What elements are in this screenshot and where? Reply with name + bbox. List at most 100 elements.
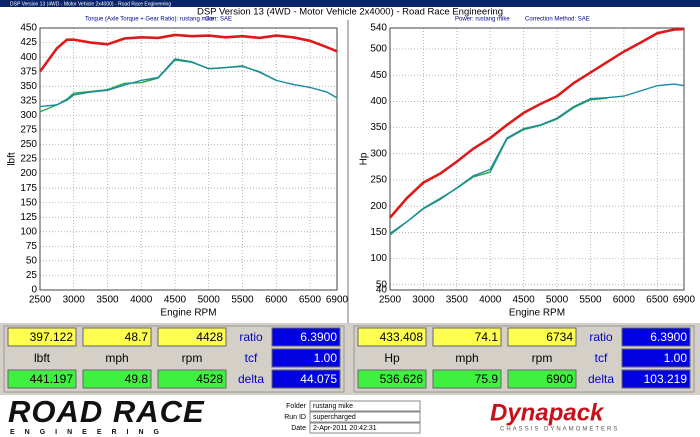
readout-box	[82, 327, 152, 347]
x-tick-label: 3500	[446, 295, 469, 306]
x-tick-label: 4000	[479, 295, 502, 306]
readout-unit: rpm	[182, 351, 203, 365]
x-tick-label: 5000	[198, 295, 221, 306]
readout-unit: mph	[105, 351, 128, 365]
field-box	[309, 400, 421, 412]
readout-value: 4428	[196, 330, 223, 344]
series-line	[389, 83, 685, 234]
readout-value: 6.3900	[300, 330, 337, 344]
readout-label: tcf	[595, 351, 608, 365]
y-tick-label: 425	[20, 37, 37, 48]
readout-value: 6734	[546, 330, 573, 344]
field-label: Run ID	[284, 414, 306, 421]
x-tick-label: 4500	[164, 295, 187, 306]
x-tick-label: 2500	[29, 295, 52, 306]
readout-box	[357, 327, 427, 347]
x-tick-label: 3000	[63, 295, 86, 306]
x-tick-label: 6500	[299, 295, 322, 306]
x-tick-label: 6000	[613, 295, 636, 306]
x-tick-label: 3000	[412, 295, 435, 306]
readout-label: tcf	[245, 351, 258, 365]
readout-box	[507, 369, 577, 389]
window-title: DSP Version 13 (4WD - Motor Vehicle 2x40…	[10, 1, 171, 7]
readout-label: delta	[588, 372, 614, 386]
y-tick-label: 350	[370, 122, 387, 133]
chart-header: Power: rustang mike	[455, 17, 510, 23]
readout-value: 44.075	[300, 372, 337, 386]
y-tick-label: 250	[370, 175, 387, 186]
x-tick-label: 6900	[673, 295, 696, 306]
y-tick-label: 50	[376, 279, 388, 290]
x-tick-label: 3500	[96, 295, 119, 306]
y-axis-label: lbft	[7, 152, 18, 166]
y-tick-label: 0	[31, 285, 37, 296]
readout-box	[82, 369, 152, 389]
field-box	[309, 422, 421, 434]
y-tick-label: 540	[370, 23, 387, 34]
readout-value: 397.122	[30, 330, 74, 344]
plot-frame	[389, 27, 685, 291]
field-value: rustang mike	[313, 403, 353, 410]
readout-box	[357, 369, 427, 389]
y-tick-label: 400	[370, 96, 387, 107]
y-tick-label: 150	[370, 227, 387, 238]
readout-label: ratio	[589, 330, 613, 344]
readout-value: 75.9	[475, 372, 499, 386]
readout-box	[271, 369, 341, 389]
y-tick-label: 25	[26, 270, 38, 281]
readout-unit: rpm	[532, 351, 553, 365]
y-tick-label: 300	[20, 110, 37, 121]
y-tick-label: 100	[370, 253, 387, 264]
y-tick-label: 100	[20, 226, 37, 237]
title-bar	[0, 0, 700, 7]
readout-box	[271, 348, 341, 368]
readout-box	[157, 369, 227, 389]
series-line	[39, 58, 338, 108]
y-tick-label: 40	[376, 285, 388, 296]
chart-area	[0, 7, 700, 323]
readout-value: 6.3900	[650, 330, 687, 344]
readout-box	[621, 369, 691, 389]
readout-value: 6900	[546, 372, 573, 386]
readout-box	[507, 327, 577, 347]
x-tick-label: 6900	[326, 295, 349, 306]
x-tick-label: 2500	[379, 295, 402, 306]
chart-header: Correction Method: SAE	[525, 17, 590, 23]
x-tick-label: 4000	[130, 295, 153, 306]
readout-box	[621, 327, 691, 347]
readout-box	[432, 327, 502, 347]
series-line	[389, 27, 685, 219]
y-tick-label: 175	[20, 183, 37, 194]
y-tick-label: 200	[370, 201, 387, 212]
chart-header: Torque (Axle Torque + Gear Ratio): rusta…	[85, 17, 215, 23]
readout-unit: lbft	[34, 351, 51, 365]
x-tick-label: 5500	[579, 295, 602, 306]
readout-label: delta	[238, 372, 264, 386]
y-axis-label: Hp	[359, 152, 370, 165]
x-axis-label: Engine RPM	[509, 308, 565, 319]
readout-box	[621, 348, 691, 368]
x-tick-label: 5000	[546, 295, 569, 306]
field-label: Date	[291, 425, 306, 432]
plot-frame	[39, 27, 338, 291]
readout-value: 48.7	[125, 330, 149, 344]
readout-box	[157, 327, 227, 347]
readout-unit: Hp	[384, 351, 400, 365]
logo-main: ROAD RACE	[8, 394, 205, 429]
y-tick-label: 300	[370, 148, 387, 159]
y-tick-label: 450	[20, 23, 37, 34]
y-tick-label: 375	[20, 66, 37, 77]
readout-value: 1.00	[314, 351, 338, 365]
readout-value: 74.1	[475, 330, 499, 344]
readout-box	[7, 369, 77, 389]
readout-value: 49.8	[125, 372, 149, 386]
readout-value: 441.197	[30, 372, 74, 386]
x-tick-label: 6500	[646, 295, 669, 306]
readout-box	[271, 327, 341, 347]
chart-title: DSP Version 13 (4WD - Motor Vehicle 2x40…	[197, 7, 503, 18]
logo-sub: ENGINEERING	[10, 429, 169, 436]
series-line	[38, 33, 338, 73]
readout-box	[7, 327, 77, 347]
y-tick-label: 250	[20, 139, 37, 150]
